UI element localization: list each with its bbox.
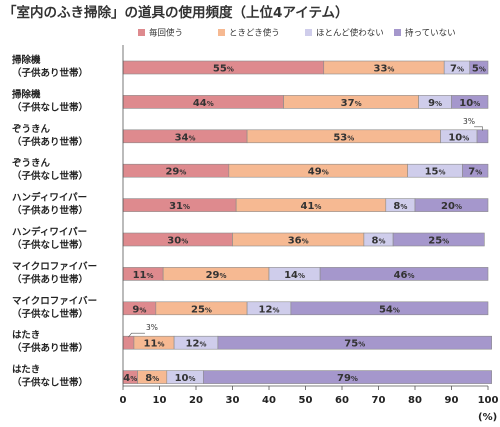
category-sublabel: （子供あり世帯） (12, 136, 88, 148)
plot-area: 掃除機（子供あり世帯） 55% 33% 7% 5%掃除機（子供なし世帯） 44% 37% 9%… (12, 54, 492, 389)
data-label: 14% (284, 270, 305, 281)
data-label: 37% (341, 98, 362, 109)
bar-segment (392, 232, 485, 247)
x-tick-label: 60 (335, 395, 349, 406)
category-sublabel: （子供なし世帯） (12, 101, 88, 113)
x-tick-label: 70 (372, 395, 386, 406)
category-label: はたき (12, 330, 40, 341)
bar-segment (451, 95, 489, 109)
data-label: 10% (448, 132, 469, 143)
data-label: 10% (459, 98, 480, 109)
bar-segment (469, 60, 489, 75)
category-sublabel: （子供なし世帯） (12, 377, 88, 389)
data-label: 3% (146, 323, 158, 332)
data-label: 79% (337, 373, 358, 384)
x-tick-label: 80 (408, 395, 422, 406)
data-label: 7% (468, 167, 482, 178)
bar-segment (203, 370, 492, 384)
x-tick-label: 100 (478, 395, 499, 406)
data-label: 34% (175, 132, 196, 143)
data-label: 10% (175, 373, 196, 384)
data-label: 31% (169, 201, 190, 212)
legend-swatch (218, 29, 225, 36)
data-label: 11% (144, 339, 165, 350)
legend-label: ほとんど使わない (316, 28, 384, 39)
data-label: 12% (259, 304, 280, 315)
category-label: 掃除機 (12, 88, 41, 100)
category-sublabel: （子供あり世帯） (12, 342, 88, 354)
data-label: 9% (132, 304, 146, 315)
data-label: 29% (165, 167, 186, 178)
bar-segment (290, 301, 489, 316)
data-label: 25% (191, 304, 212, 315)
data-label: 8% (393, 201, 407, 212)
legend-swatch (394, 29, 401, 36)
legend-swatch (305, 29, 312, 36)
x-tick-label: 30 (226, 395, 240, 406)
bar-segment (414, 198, 489, 212)
legend-label: ときどき使う (229, 28, 280, 39)
data-label: 49% (308, 167, 329, 178)
category-sublabel: （子供なし世帯） (12, 170, 88, 182)
legend-label: 持っていない (405, 28, 456, 39)
category-label: ぞうきん (12, 124, 51, 135)
bar-segment (476, 129, 489, 144)
data-label: 11% (133, 270, 154, 281)
category-sublabel: （子供あり世帯） (12, 67, 88, 79)
legend-label: 毎回使う (149, 28, 183, 39)
x-tick-label: 40 (262, 395, 276, 406)
bar-segment (122, 335, 135, 350)
category-label: ハンディワイパー (12, 192, 87, 204)
category-sublabel: （子供なし世帯） (12, 308, 88, 320)
category-label: ぞうきん (12, 158, 51, 169)
data-label: 53% (333, 132, 354, 143)
x-tick-label: 90 (445, 395, 459, 406)
bar-segment (319, 267, 489, 281)
data-label: 8% (372, 236, 386, 247)
category-sublabel: （子供なし世帯） (12, 239, 88, 251)
data-label: 20% (441, 201, 462, 212)
callout-line (128, 332, 145, 338)
data-label: 9% (428, 98, 442, 109)
data-label: 41% (301, 201, 322, 212)
data-label: 46% (394, 270, 415, 281)
data-label: 29% (206, 270, 227, 281)
x-axis-unit: (%) (478, 412, 497, 423)
data-label: 36% (288, 236, 309, 247)
data-label: 54% (379, 304, 400, 315)
bar-segment (217, 335, 492, 350)
callout-line (474, 126, 483, 131)
chart-title: 「室内のふき掃除」の道具の使用頻度（上位4アイテム） (3, 4, 349, 21)
x-axis: 0 10 20 30 40 50 60 70 80 90 100 (%) (120, 45, 499, 423)
data-label: 75% (344, 339, 365, 350)
data-label: 7% (450, 64, 464, 75)
data-label: 12% (186, 339, 207, 350)
bar-segment (462, 163, 489, 178)
category-sublabel: （子供あり世帯） (12, 273, 88, 285)
category-label: 掃除機 (12, 54, 41, 66)
category-sublabel: （子供あり世帯） (12, 205, 88, 217)
data-label: 25% (428, 236, 449, 247)
data-label: 4% (123, 373, 137, 384)
legend: 毎回使う ときどき使う ほとんど使わない 持っていない (138, 28, 456, 39)
data-label: 3% (463, 117, 475, 126)
category-label: マイクロファイバー (12, 295, 97, 307)
data-label: 5% (472, 64, 486, 75)
category-label: マイクロファイバー (12, 260, 97, 272)
data-label: 33% (374, 64, 395, 75)
data-label: 44% (193, 98, 214, 109)
x-tick-label: 50 (299, 395, 313, 406)
x-tick-label: 20 (189, 395, 203, 406)
data-label: 8% (145, 373, 159, 384)
data-label: 30% (167, 236, 188, 247)
legend-swatch (138, 29, 145, 36)
x-tick-label: 0 (120, 395, 127, 406)
x-tick-label: 10 (153, 395, 167, 406)
data-label: 55% (213, 64, 234, 75)
category-label: はたき (12, 365, 40, 376)
category-label: ハンディワイパー (12, 226, 87, 238)
data-label: 15% (425, 167, 446, 178)
